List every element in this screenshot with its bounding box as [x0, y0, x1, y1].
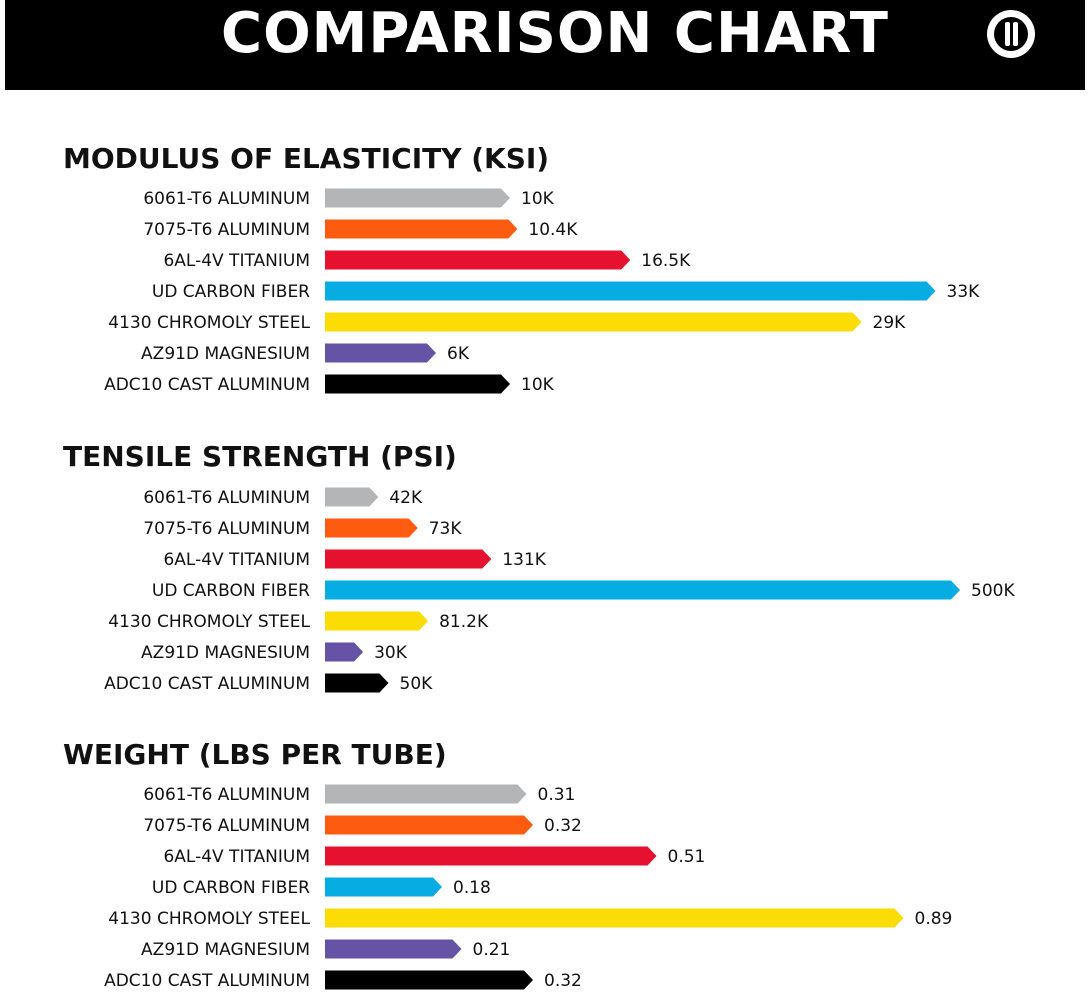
bar — [325, 250, 631, 270]
category-label: ADC10 CAST ALUMINUM — [104, 375, 310, 395]
category-label: 4130 CHROMOLY STEEL — [108, 313, 310, 333]
value-label: 29K — [873, 313, 907, 333]
value-label: 0.32 — [544, 816, 582, 836]
category-label: AZ91D MAGNESIUM — [141, 940, 310, 960]
value-label: 30K — [374, 643, 408, 663]
bar — [325, 611, 429, 631]
category-label: 4130 CHROMOLY STEEL — [108, 612, 310, 632]
value-label: 81.2K — [439, 612, 489, 632]
category-label: UD CARBON FIBER — [152, 282, 310, 302]
value-label: 0.51 — [668, 847, 706, 867]
bar — [325, 281, 936, 301]
category-label: ADC10 CAST ALUMINUM — [104, 971, 310, 991]
page-title: COMPARISON CHART — [220, 1, 890, 66]
value-label: 10.4K — [528, 220, 578, 240]
value-label: 16.5K — [641, 251, 691, 271]
category-label: 7075-T6 ALUMINUM — [143, 519, 310, 539]
value-label: 50K — [400, 674, 434, 694]
bar — [325, 580, 960, 600]
value-label: 42K — [389, 488, 423, 508]
chart-1: MODULUS OF ELASTICITY (KSI) 6061-T6 ALUMI… — [63, 142, 980, 395]
value-label: 0.21 — [473, 940, 511, 960]
chart-title: TENSILE STRENGTH (PSI) — [63, 440, 457, 473]
category-label: ADC10 CAST ALUMINUM — [104, 674, 310, 694]
value-label: 0.31 — [538, 785, 576, 805]
value-label: 10K — [521, 189, 555, 209]
bar — [325, 219, 518, 239]
value-label: 0.18 — [453, 878, 491, 898]
category-label: 6061-T6 ALUMINUM — [143, 189, 310, 209]
bar — [325, 343, 436, 363]
bar — [325, 374, 510, 394]
category-label: 6061-T6 ALUMINUM — [143, 785, 310, 805]
header-bar: COMPARISON CHART — [5, 0, 1085, 90]
bar — [325, 815, 533, 835]
bar — [325, 487, 379, 507]
category-label: UD CARBON FIBER — [152, 581, 310, 601]
category-label: AZ91D MAGNESIUM — [141, 643, 310, 663]
category-label: 6AL-4V TITANIUM — [163, 550, 310, 570]
category-label: 6AL-4V TITANIUM — [163, 251, 310, 271]
value-label: 500K — [971, 581, 1015, 601]
category-label: 7075-T6 ALUMINUM — [143, 816, 310, 836]
chart-2: TENSILE STRENGTH (PSI) 6061-T6 ALUMINUM 42… — [63, 440, 1015, 694]
chart-title: MODULUS OF ELASTICITY (KSI) — [63, 142, 549, 175]
value-label: 73K — [429, 519, 463, 539]
bar — [325, 312, 862, 332]
category-label: 4130 CHROMOLY STEEL — [108, 909, 310, 929]
bar — [325, 188, 510, 208]
bar — [325, 673, 389, 693]
bar — [325, 784, 527, 804]
brand-logo-icon — [987, 10, 1035, 58]
bar — [325, 846, 657, 866]
chart-3: WEIGHT (LBS PER TUBE) 6061-T6 ALUMINUM 0.3… — [63, 738, 952, 991]
category-label: 7075-T6 ALUMINUM — [143, 220, 310, 240]
value-label: 33K — [947, 282, 981, 302]
bar — [325, 642, 364, 662]
bar — [325, 549, 492, 569]
category-label: AZ91D MAGNESIUM — [141, 344, 310, 364]
value-label: 0.32 — [544, 971, 582, 991]
value-label: 6K — [447, 344, 470, 364]
category-label: UD CARBON FIBER — [152, 878, 310, 898]
bar — [325, 908, 904, 928]
bar — [325, 939, 462, 959]
category-label: 6061-T6 ALUMINUM — [143, 488, 310, 508]
value-label: 131K — [502, 550, 546, 570]
bar — [325, 518, 418, 538]
chart-title: WEIGHT (LBS PER TUBE) — [63, 738, 447, 771]
bar — [325, 970, 533, 990]
category-label: 6AL-4V TITANIUM — [163, 847, 310, 867]
value-label: 0.89 — [915, 909, 953, 929]
value-label: 10K — [521, 375, 555, 395]
bar — [325, 877, 442, 897]
